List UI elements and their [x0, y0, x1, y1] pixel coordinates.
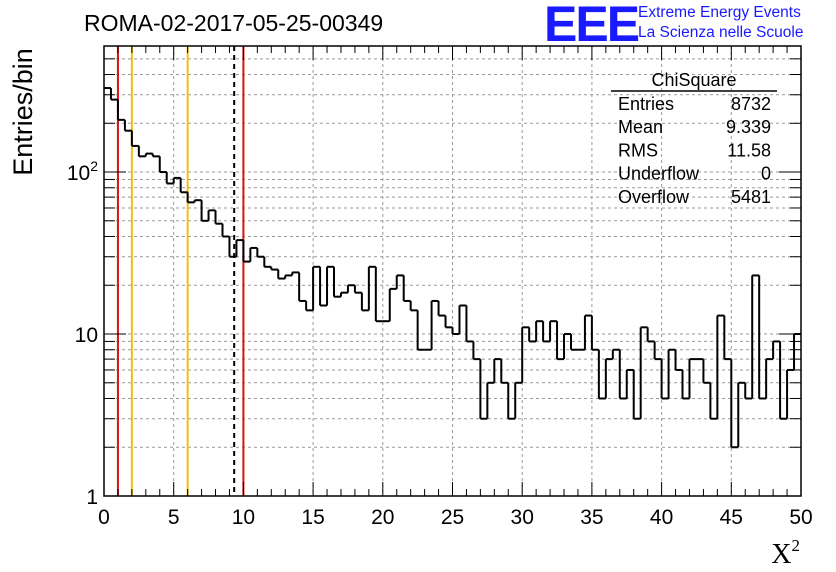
stats-row-label: RMS	[618, 140, 658, 160]
x-tick-label: 45	[720, 506, 743, 529]
y-tick-label: 1	[86, 486, 98, 509]
stats-row-label: Underflow	[618, 164, 700, 184]
run-title: ROMA-02-2017-05-25-00349	[84, 10, 384, 36]
x-tick-label: 50	[789, 506, 812, 529]
logo-tagline-2: La Scienza nelle Scuole	[638, 24, 804, 41]
x-tick-label: 10	[232, 506, 255, 529]
stats-row-value: 0	[761, 164, 771, 184]
x-tick-label: 5	[168, 506, 180, 529]
x-tick-label: 15	[301, 506, 324, 529]
y-axis-label: Entries/bin	[8, 48, 38, 176]
x-axis-label-exponent: 2	[792, 536, 801, 555]
eee-logo: EEE	[544, 0, 640, 52]
x-tick-label: 0	[98, 506, 110, 529]
stats-row-label: Overflow	[618, 187, 690, 207]
histogram-bins	[104, 87, 801, 449]
logo-tagline-1: Extreme Energy Events	[638, 4, 801, 21]
y-tick-label: 10	[75, 324, 98, 347]
stats-box-title: ChiSquare	[651, 70, 736, 90]
stats-row-value: 9.339	[726, 117, 771, 137]
stats-row-value: 8732	[731, 94, 771, 114]
y-tick-label-exponent: 2	[90, 158, 98, 174]
y-tick-label: 102	[67, 158, 98, 185]
x-axis-label: X2	[771, 536, 800, 570]
stats-row-value: 5481	[731, 187, 771, 207]
x-tick-label: 20	[371, 506, 394, 529]
stats-row-label: Mean	[618, 117, 663, 137]
x-tick-label: 25	[441, 506, 464, 529]
stats-row-value: 11.58	[727, 140, 771, 160]
grid-lines	[104, 45, 801, 496]
x-tick-label: 35	[580, 506, 603, 529]
stats-row-label: Entries	[618, 94, 674, 114]
x-tick-label: 30	[511, 506, 534, 529]
x-tick-label: 40	[650, 506, 673, 529]
stats-box: ChiSquare Entries 8732 Mean 9.339 RMS 11.58 Und…	[611, 70, 777, 207]
